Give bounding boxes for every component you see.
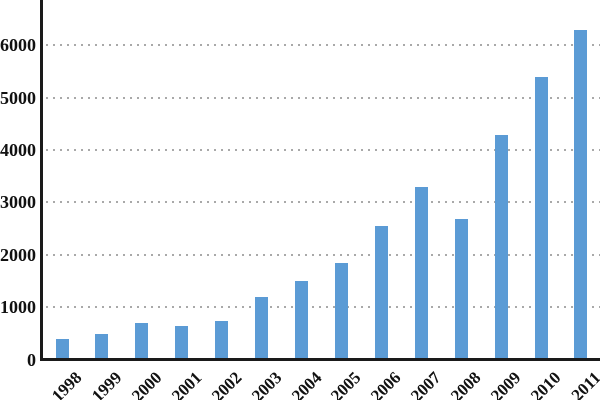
y-axis-line [40,0,43,360]
x-tick-label: 2005 [327,368,365,400]
bar-2011 [574,29,588,360]
x-tick-label: 1999 [87,368,126,400]
x-tick-label: 2000 [127,368,166,400]
x-tick-label: 2001 [167,368,206,400]
bar-2008 [454,218,468,360]
y-tick-label: 2000 [0,244,36,265]
x-tick-label: 2009 [487,368,525,400]
gridline-2000 [46,253,600,256]
bar-1999 [95,333,109,360]
x-tick-label: 2010 [527,368,565,400]
bar-2004 [295,281,309,360]
y-tick-label: 6000 [0,35,36,56]
y-tick-label: 0 [27,349,36,370]
bar-2006 [374,226,388,360]
x-tick-label: 2004 [287,368,325,400]
x-tick-label: 2011 [567,368,600,400]
x-tick-label: 2008 [447,368,485,400]
x-tick-label: 2006 [367,368,405,400]
x-tick-label: 2002 [207,368,246,400]
gridline-4000 [46,148,600,151]
bar-2001 [175,325,189,360]
bar-2007 [414,187,428,360]
gridline-6000 [46,44,600,47]
bar-1998 [55,339,69,360]
gridline-3000 [46,201,600,204]
bar-2000 [135,323,149,360]
bar-2003 [255,297,269,360]
x-tick-label: 1998 [47,368,86,400]
gridline-1000 [46,306,600,309]
y-tick-label: 3000 [0,192,36,213]
bar-2010 [534,77,548,360]
gridline-5000 [46,96,600,99]
bar-2009 [494,134,508,360]
x-tick-label: 2007 [407,368,445,400]
bar-2005 [334,263,348,360]
y-tick-label: 5000 [0,87,36,108]
x-axis-line [40,358,600,361]
y-tick-label: 4000 [0,139,36,160]
bar-2002 [215,320,229,360]
x-tick-label: 2003 [247,368,286,400]
y-tick-label: 1000 [0,297,36,318]
